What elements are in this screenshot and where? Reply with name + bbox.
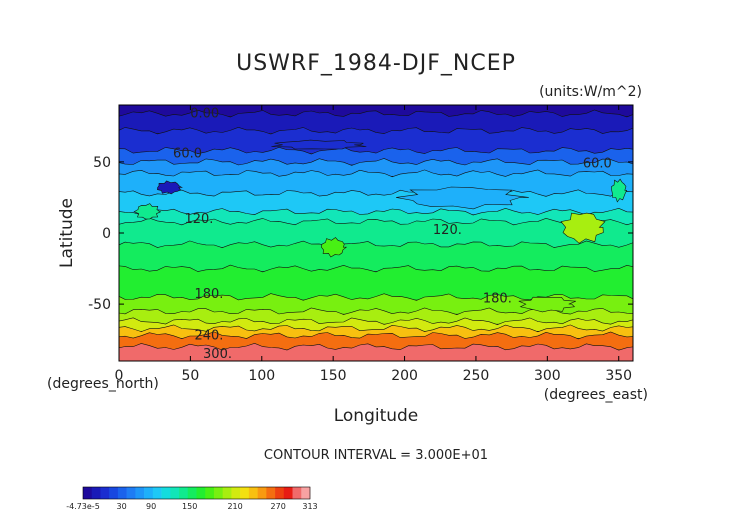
colorbar-tick-5: 270 — [271, 502, 286, 511]
colorbar-tick-0: -4.73e-5 — [66, 502, 100, 511]
patch-6 — [518, 296, 576, 313]
x-tick-label-2: 100 — [248, 368, 275, 384]
contour-label-7: 240. — [194, 328, 223, 343]
x-axis-label: Longitude — [334, 406, 419, 426]
band-10 — [119, 264, 633, 301]
colorbar-tick-4: 210 — [227, 502, 242, 511]
y-axis-ticks: 50 0 -50 — [88, 155, 633, 313]
band-9 — [119, 240, 633, 272]
chart-title: USWRF_1984-DJF_NCEP — [236, 51, 516, 76]
colorbar-swatch-18 — [240, 487, 250, 499]
contour-label-0: 0.00 — [190, 107, 219, 122]
colorbar-swatch-25 — [301, 487, 311, 499]
colorbar-swatch-15 — [213, 487, 223, 499]
colorbar-tick-6: 313 — [302, 502, 317, 511]
colorbar — [82, 486, 311, 500]
colorbar-ticks: -4.73e-5 30 90 150 210 270 313 — [66, 502, 317, 511]
colorbar-tick-3: 150 — [182, 502, 197, 511]
y-unit-label: (degrees_north) — [47, 376, 159, 392]
colorbar-tick-2: 90 — [146, 502, 156, 511]
colorbar-swatch-8 — [152, 487, 162, 499]
contour-label-6: 180. — [483, 291, 512, 306]
colorbar-swatch-14 — [205, 487, 215, 499]
band-16 — [119, 342, 633, 361]
patch-4 — [157, 180, 183, 195]
contour-bands — [119, 105, 633, 361]
colorbar-swatch-12 — [187, 487, 197, 499]
y-tick-label-2: -50 — [88, 297, 111, 313]
patch-2 — [133, 203, 161, 220]
y-tick-label-0: 50 — [93, 155, 111, 171]
patch-7 — [611, 178, 628, 203]
band-7 — [119, 207, 633, 225]
colorbar-frame — [82, 486, 311, 500]
contour-label-3: 120. — [184, 212, 213, 227]
colorbar-swatch-11 — [179, 487, 189, 499]
contour-label-1: 60.0 — [173, 146, 202, 161]
x-tick-label-6: 300 — [534, 368, 561, 384]
x-tick-label-3: 150 — [320, 368, 347, 384]
colorbar-swatch-10 — [170, 487, 180, 499]
contour-patches — [133, 139, 628, 313]
contour-label-5: 180. — [194, 287, 223, 302]
colorbar-swatch-19 — [248, 487, 258, 499]
x-tick-label-5: 250 — [463, 368, 490, 384]
colorbar-swatch-5 — [126, 487, 136, 499]
colorbar-swatch-6 — [135, 487, 145, 499]
units-label: (units:W/m^2) — [539, 84, 642, 100]
band-11 — [119, 293, 633, 315]
colorbar-swatch-3 — [109, 487, 119, 499]
colorbar-swatch-20 — [257, 487, 267, 499]
contour-label-8: 300. — [203, 347, 232, 362]
colorbar-swatch-22 — [275, 487, 285, 499]
plot-area — [119, 105, 633, 361]
band-2 — [119, 126, 633, 154]
patch-0 — [560, 212, 606, 244]
colorbar-swatch-2 — [100, 487, 110, 499]
x-unit-label: (degrees_east) — [544, 387, 648, 403]
colorbar-swatch-13 — [196, 487, 206, 499]
x-tick-label-1: 50 — [181, 368, 199, 384]
patch-3 — [396, 186, 529, 210]
colorbar-swatch-21 — [266, 487, 276, 499]
y-axis-label: Latitude — [57, 198, 77, 268]
x-tick-label-7: 350 — [605, 368, 632, 384]
band-3 — [119, 146, 633, 166]
band-1 — [119, 109, 633, 134]
colorbar-swatch-4 — [117, 487, 127, 499]
band-15 — [119, 331, 633, 351]
colorbar-swatch-1 — [91, 487, 101, 499]
band-5 — [119, 169, 633, 197]
contour-labels: 0.00 60.0 60.0 120. 120. 180. 180. 240. 300. — [173, 107, 612, 362]
colorbar-swatch-23 — [283, 487, 293, 499]
contour-interval-label: CONTOUR INTERVAL = 3.000E+01 — [264, 448, 488, 463]
patch-1 — [321, 237, 348, 258]
colorbar-tick-1: 30 — [117, 502, 127, 511]
x-tick-label-0: 0 — [115, 368, 124, 384]
x-axis-ticks: 0 50 100 150 200 250 300 350 — [115, 105, 632, 384]
colorbar-swatch-17 — [231, 487, 241, 499]
y-tick-label-1: 0 — [102, 226, 111, 242]
contour-label-4: 120. — [433, 223, 462, 238]
x-tick-label-4: 200 — [391, 368, 418, 384]
patch-5 — [271, 139, 367, 150]
colorbar-swatch-0 — [83, 487, 93, 499]
colorbar-swatch-16 — [222, 487, 232, 499]
colorbar-swatch-24 — [292, 487, 302, 499]
colorbar-swatch-9 — [161, 487, 171, 499]
colorbar-swatch-7 — [144, 487, 154, 499]
contour-label-2: 60.0 — [583, 156, 612, 171]
